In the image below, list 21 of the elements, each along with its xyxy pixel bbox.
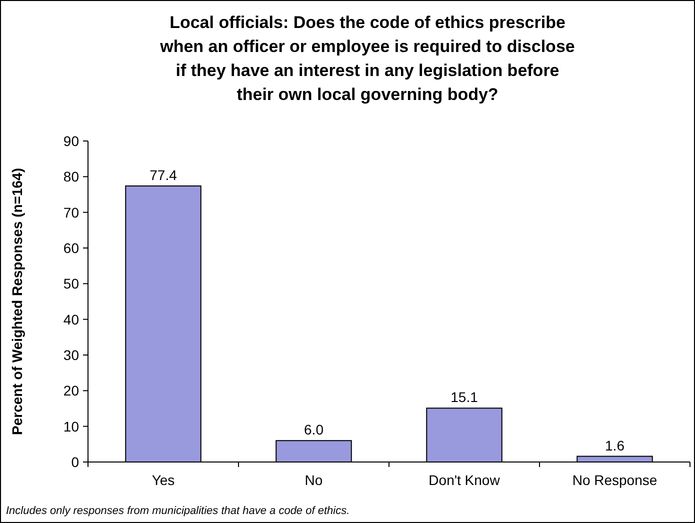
chart-title: Local officials: Does the code of ethics prescribe when an officer or employee is required to disclose if they have an interest in any legislation before their own local governing body?: [159, 13, 575, 104]
y-tick-label: 50: [63, 276, 80, 292]
y-tick-label: 90: [63, 133, 80, 149]
y-tick-label: 40: [63, 311, 80, 328]
x-tick-label: No: [304, 472, 323, 488]
x-tick-label: Don't Know: [428, 472, 501, 488]
y-tick-label: 80: [63, 168, 80, 185]
x-tick-label: No Response: [572, 472, 658, 488]
y-axis-title: Percent of Weighted Responses (n=164): [9, 168, 25, 435]
text: Includes only responses from municipalities that have a code of ethics.: [6, 505, 350, 517]
y-tick-label: 20: [63, 382, 80, 399]
y-tick-label: 30: [63, 347, 80, 363]
data-label: 77.4: [150, 166, 178, 183]
y-tick-label: 10: [63, 418, 80, 434]
y-tick-label: 70: [63, 204, 80, 220]
data-label: 15.1: [450, 389, 478, 406]
y-tick-label: 60: [63, 240, 80, 256]
data-label: 1.6: [605, 437, 625, 454]
y-tick-label: 0: [71, 454, 80, 470]
x-tick-label: Yes: [152, 472, 175, 488]
data-label: 6.0: [304, 422, 324, 438]
